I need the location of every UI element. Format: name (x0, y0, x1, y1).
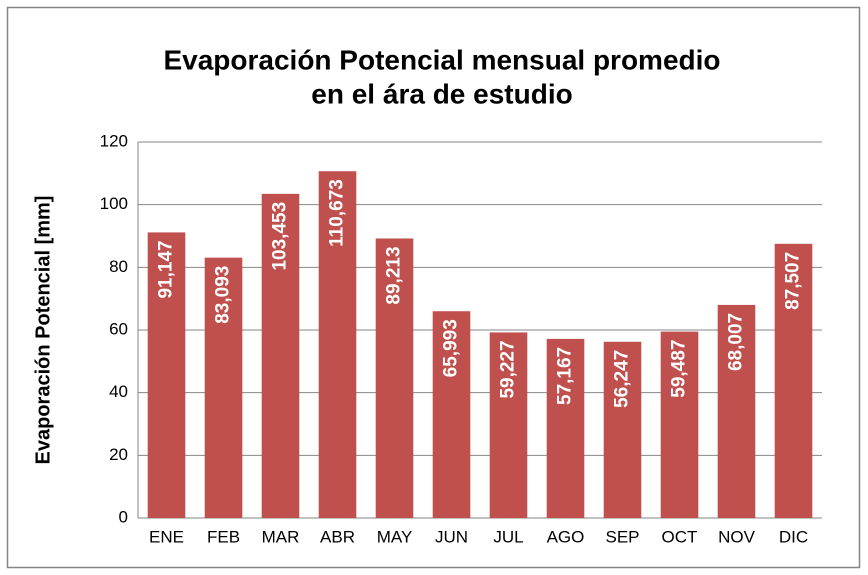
value-label: 110,673 (327, 179, 348, 247)
bar (318, 171, 357, 518)
x-tick-label: JUN (435, 527, 468, 546)
y-tick-label: 100 (100, 194, 128, 213)
bar (261, 193, 300, 518)
value-label: 65,993 (441, 319, 462, 377)
x-tick-label: AGO (547, 527, 585, 546)
value-label: 68,007 (726, 313, 747, 371)
value-label: 57,167 (555, 347, 576, 405)
y-tick-label: 120 (100, 131, 128, 150)
chart-title: en el ára de estudio (311, 78, 572, 109)
bar (774, 243, 813, 518)
x-tick-label: SEP (605, 527, 639, 546)
value-label: 103,453 (270, 202, 291, 271)
x-tick-label: FEB (207, 527, 240, 546)
y-tick-label: 20 (109, 445, 128, 464)
bar (204, 257, 243, 518)
bar (147, 232, 186, 518)
y-tick-label: 40 (109, 382, 128, 401)
value-label: 56,247 (612, 350, 633, 408)
chart-title: Evaporación Potencial mensual promedio (163, 44, 720, 75)
x-tick-label: MAR (262, 527, 300, 546)
y-tick-label: 60 (109, 319, 128, 338)
x-tick-label: JUL (493, 527, 523, 546)
bar (375, 238, 414, 518)
bar (660, 331, 699, 518)
x-tick-label: ABR (320, 527, 355, 546)
value-label: 83,093 (213, 266, 234, 324)
value-label: 59,227 (498, 340, 519, 398)
x-tick-label: DIC (779, 527, 808, 546)
y-axis-label: Evaporación Potencial [mm] (32, 196, 54, 465)
y-tick-label: 80 (109, 257, 128, 276)
x-tick-label: NOV (718, 527, 756, 546)
value-label: 91,147 (156, 240, 177, 298)
value-label: 59,487 (669, 340, 690, 398)
bar (546, 338, 585, 518)
y-tick-label: 0 (119, 507, 128, 526)
x-tick-label: MAY (377, 527, 413, 546)
bar (717, 304, 756, 518)
bar (489, 332, 528, 518)
value-label: 87,507 (783, 252, 804, 310)
bar (432, 311, 471, 518)
value-label: 89,213 (384, 246, 405, 304)
x-tick-label: ENE (149, 527, 184, 546)
bar (603, 341, 642, 518)
x-tick-label: OCT (662, 527, 698, 546)
